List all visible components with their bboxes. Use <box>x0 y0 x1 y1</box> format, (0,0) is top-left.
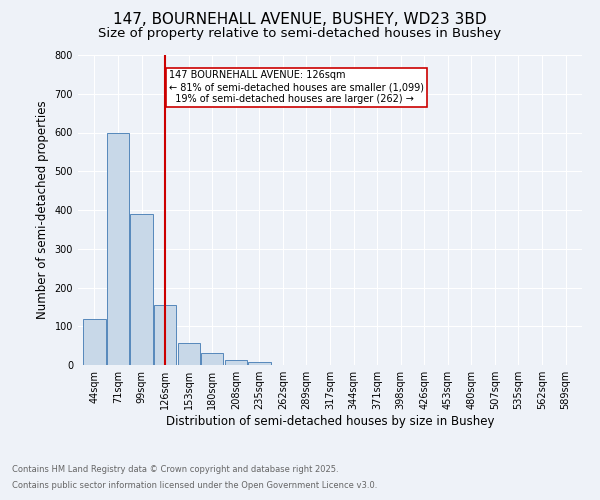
Bar <box>83 320 106 365</box>
Bar <box>201 354 223 365</box>
Text: 147, BOURNEHALL AVENUE, BUSHEY, WD23 3BD: 147, BOURNEHALL AVENUE, BUSHEY, WD23 3BD <box>113 12 487 28</box>
Bar <box>178 343 200 365</box>
Bar <box>248 362 271 365</box>
Text: Contains public sector information licensed under the Open Government Licence v3: Contains public sector information licen… <box>12 480 377 490</box>
Bar <box>224 360 247 365</box>
Bar <box>107 132 129 365</box>
Bar <box>130 214 153 365</box>
Text: Size of property relative to semi-detached houses in Bushey: Size of property relative to semi-detach… <box>98 28 502 40</box>
X-axis label: Distribution of semi-detached houses by size in Bushey: Distribution of semi-detached houses by … <box>166 415 494 428</box>
Bar <box>154 305 176 365</box>
Text: 147 BOURNEHALL AVENUE: 126sqm
← 81% of semi-detached houses are smaller (1,099)
: 147 BOURNEHALL AVENUE: 126sqm ← 81% of s… <box>169 70 424 104</box>
Y-axis label: Number of semi-detached properties: Number of semi-detached properties <box>36 100 49 320</box>
Text: Contains HM Land Registry data © Crown copyright and database right 2025.: Contains HM Land Registry data © Crown c… <box>12 466 338 474</box>
